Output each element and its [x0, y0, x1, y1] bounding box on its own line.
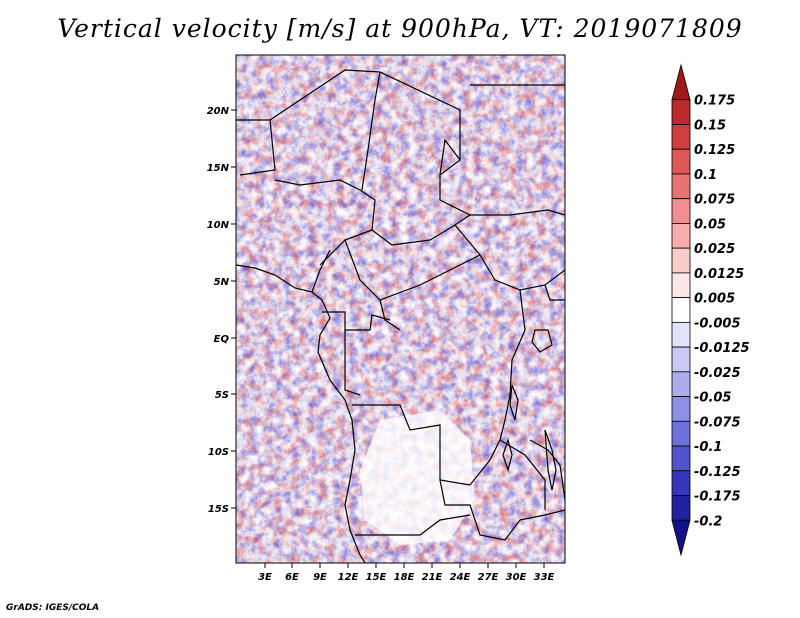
colorbar-segment [671, 272, 691, 299]
colorbar-segment [671, 148, 691, 175]
colorbar-label: -0.075 [694, 415, 741, 430]
lat-label: 10S [208, 447, 229, 458]
colorbar-segment [671, 297, 691, 323]
lon-label: 27E [478, 572, 499, 583]
colorbar-segment [671, 346, 691, 373]
lon-label: 12E [338, 572, 359, 583]
lon-label: 30E [506, 572, 527, 583]
lat-label: 5S [215, 390, 229, 401]
vertical-velocity-field [236, 55, 565, 563]
lat-label: 5N [214, 277, 230, 288]
colorbar-label: -0.125 [694, 465, 741, 480]
colorbar-segment [671, 124, 691, 150]
country-borders [236, 69, 565, 563]
colorbar-label: -0.2 [694, 514, 722, 529]
colorbar-label: 0.05 [694, 217, 726, 232]
colorbar-segment [671, 223, 691, 249]
colorbar-segment [671, 371, 691, 397]
longitude-axis: 3E 6E 9E 12E 15E 18E 21E 24E 27E 30E 33E [258, 563, 555, 583]
latitude-axis: 20N 15N 10N 5N EQ 5S 10S 15S [207, 106, 236, 515]
colorbar-label: -0.175 [694, 490, 741, 505]
colorbar-bottom-arrow [671, 519, 691, 557]
lon-label: 21E [422, 572, 443, 583]
colorbar: 0.175 0.15 0.125 0.1 0.075 0.05 0.025 0.0125 0.0… [671, 63, 750, 557]
map-frame [235, 54, 566, 564]
colorbar-segment [671, 321, 691, 348]
colorbar-label: 0.175 [694, 94, 735, 109]
lon-label: 33E [534, 572, 555, 583]
colorbar-label: 0.005 [694, 292, 735, 307]
colorbar-segment [671, 445, 691, 472]
lat-label: 15S [208, 504, 229, 515]
lat-label: 20N [207, 106, 230, 117]
lon-label: 18E [394, 572, 415, 583]
lon-label: 24E [450, 572, 471, 583]
colorbar-segment [671, 420, 691, 447]
lon-label: 15E [366, 572, 387, 583]
colorbar-top-arrow [671, 63, 691, 101]
map-title: Vertical velocity [m/s] at 900hPa, VT: 2… [57, 14, 743, 43]
grads-credit: GrADS: IGES/COLA [6, 603, 100, 613]
lon-label: 9E [313, 572, 327, 583]
lat-label: EQ [214, 334, 230, 345]
colorbar-segment [671, 99, 691, 125]
colorbar-label: 0.025 [694, 242, 735, 257]
colorbar-label: 0.1 [694, 168, 717, 183]
colorbar-label: 0.075 [694, 193, 735, 208]
lon-label: 3E [258, 572, 272, 583]
colorbar-label: -0.1 [694, 440, 722, 455]
colorbar-label: -0.025 [694, 366, 741, 381]
lat-label: 10N [207, 220, 230, 231]
lat-label: 15N [207, 163, 230, 174]
colorbar-label: -0.0125 [694, 341, 750, 356]
colorbar-segment [671, 247, 691, 274]
colorbar-segment [671, 173, 691, 200]
colorbar-label: 0.0125 [694, 267, 744, 282]
colorbar-segment [671, 495, 691, 521]
colorbar-label: -0.005 [694, 316, 741, 331]
colorbar-segment [671, 198, 691, 224]
colorbar-segment [671, 396, 691, 422]
lon-label: 6E [285, 572, 299, 583]
colorbar-label: -0.05 [694, 391, 731, 406]
colorbar-label: 0.15 [694, 118, 726, 133]
colorbar-label: 0.125 [694, 143, 735, 158]
colorbar-segment [671, 470, 691, 496]
